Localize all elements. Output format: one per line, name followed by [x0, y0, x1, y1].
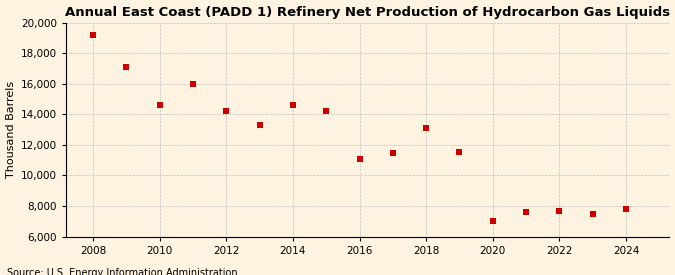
- Point: [154, 103, 165, 107]
- Point: [487, 219, 498, 224]
- Point: [121, 65, 132, 69]
- Point: [554, 208, 565, 213]
- Title: Annual East Coast (PADD 1) Refinery Net Production of Hydrocarbon Gas Liquids: Annual East Coast (PADD 1) Refinery Net …: [65, 6, 670, 18]
- Point: [520, 210, 531, 214]
- Point: [387, 151, 398, 155]
- Point: [454, 150, 465, 154]
- Point: [221, 109, 232, 113]
- Point: [254, 123, 265, 127]
- Point: [321, 109, 331, 113]
- Point: [288, 103, 298, 107]
- Point: [421, 126, 431, 130]
- Point: [587, 212, 598, 217]
- Point: [188, 82, 198, 87]
- Point: [621, 207, 632, 211]
- Point: [354, 157, 365, 162]
- Y-axis label: Thousand Barrels: Thousand Barrels: [5, 81, 16, 178]
- Text: Source: U.S. Energy Information Administration: Source: U.S. Energy Information Administ…: [7, 268, 238, 275]
- Point: [88, 32, 99, 37]
